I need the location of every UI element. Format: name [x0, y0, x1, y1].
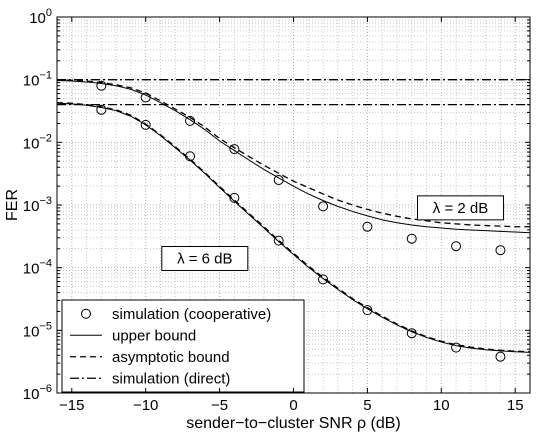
x-tick-label: −15 — [59, 397, 84, 414]
legend-swatch-circle — [81, 308, 91, 319]
y-tick-label: 10−2 — [23, 132, 52, 152]
x-tick-label: 5 — [363, 397, 371, 414]
x-tick-label: −5 — [211, 397, 228, 414]
x-tick-label: 0 — [289, 397, 297, 414]
lambda-2db-simulation-cooperative-marker — [185, 115, 196, 126]
legend-label: asymptotic bound — [112, 349, 230, 366]
lambda-6db-simulation-cooperative-marker — [273, 235, 284, 246]
lambda-6db-simulation-cooperative-marker — [451, 342, 462, 353]
y-tick-label: 10−4 — [23, 258, 52, 278]
y-tick-label: 10−1 — [23, 70, 52, 90]
lambda-6db-simulation-cooperative-marker — [229, 192, 240, 203]
annotation-box — [417, 195, 505, 221]
legend-box — [61, 299, 305, 393]
annotation-label: λ = 2 dB — [433, 200, 488, 217]
y-tick-label: 10−3 — [23, 195, 52, 215]
lambda-6db-upper-bound-line — [56, 102, 531, 353]
legend-label: simulation (cooperative) — [112, 306, 271, 323]
lambda-6db-simulation-cooperative-marker — [96, 104, 107, 115]
axes: −15 −10 −5 0 5 10 15 10−6 10−5 10−4 10−3 10−2 10−1 10… — [23, 7, 530, 414]
lambda-6db-asymptotic-bound-line — [56, 101, 531, 353]
lambda-2db-simulation-cooperative-marker — [362, 221, 373, 232]
y-tick-label: 10−5 — [23, 320, 52, 340]
legend: simulation (cooperative) upper bound asymp… — [61, 299, 305, 393]
annotations: λ = 2 dB λ = 6 dB — [161, 195, 505, 272]
lambda-6db-simulation-cooperative-marker — [318, 274, 329, 285]
lambda-2db-simulation-cooperative-marker — [451, 241, 462, 252]
x-tick-label: 15 — [507, 397, 524, 414]
lambda-2db-simulation-cooperative-marker — [406, 233, 417, 244]
x-axis-label: sender−to−cluster SNR ρ (dB) — [186, 415, 401, 432]
lambda-2db-asymptotic-bound-line — [56, 79, 530, 228]
lambda-6db-simulation-cooperative-marker — [495, 351, 506, 362]
y-tick-label: 10−6 — [23, 383, 52, 403]
lambda-2db-simulation-cooperative-marker — [495, 245, 506, 256]
legend-label: upper bound — [112, 327, 196, 344]
lambda-6db-simulation-cooperative-marker — [140, 119, 151, 130]
data-layer — [56, 79, 531, 362]
legend-label: simulation (direct) — [112, 370, 230, 387]
lambda-2db-simulation-cooperative-marker — [318, 201, 329, 212]
annotation-box — [161, 246, 249, 272]
lambda-2db-simulation-cooperative-marker — [229, 144, 240, 155]
x-tick-label: 10 — [433, 397, 450, 414]
lambda-2db-simulation-cooperative-marker — [96, 80, 107, 91]
lambda-2db-upper-bound-line — [56, 80, 531, 234]
lambda-6db-simulation-cooperative-marker — [362, 305, 373, 316]
y-tick-label: 100 — [29, 7, 52, 27]
x-tick-label: −10 — [133, 397, 158, 414]
annotation-label: λ = 6 dB — [177, 251, 232, 268]
y-axis-label: FER — [4, 189, 21, 221]
